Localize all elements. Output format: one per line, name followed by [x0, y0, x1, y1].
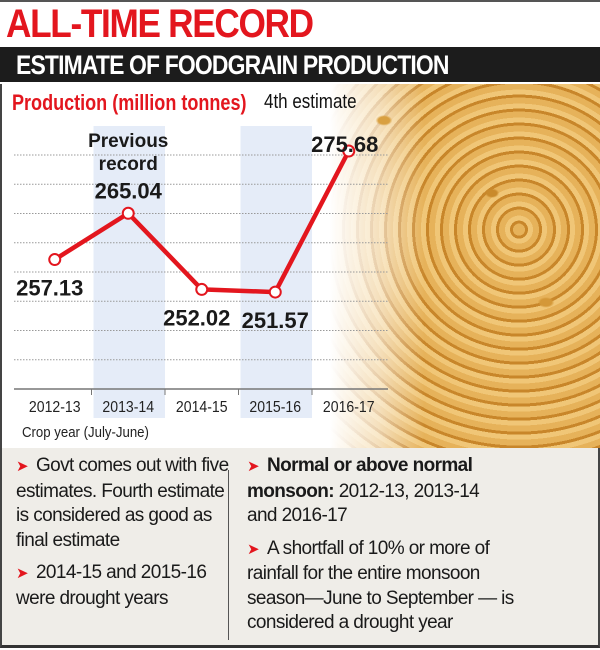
- x-tick-label: 2012-13: [29, 398, 81, 416]
- arrow-bullet-icon: ➤: [16, 458, 29, 475]
- headline: ALL-TIME RECORD: [6, 2, 314, 46]
- data-label: 251.57: [242, 308, 309, 333]
- column-divider: [228, 470, 229, 640]
- x-axis-label: Crop year (July-June): [22, 424, 149, 441]
- note: ➤ 2014-15 and 2015-16 were drought years: [16, 562, 207, 609]
- data-label: 275.68: [311, 132, 378, 157]
- notes-panel: ➤ Govt comes out with five estimates. Fou…: [0, 448, 600, 648]
- arrow-bullet-icon: ➤: [16, 565, 29, 582]
- x-tick-label: 2016-17: [323, 398, 375, 416]
- wheat-grain-image: [330, 84, 600, 448]
- top-rule: [0, 0, 600, 2]
- x-tick-label: 2014-15: [176, 398, 228, 416]
- data-point: [121, 206, 135, 220]
- notes-left: ➤ Govt comes out with five estimates. Fou…: [16, 454, 231, 619]
- line-chart: 2012-13 2013-14 2014-15 2015-16 2016-17 257.1…: [14, 126, 388, 418]
- arrow-bullet-icon: ➤: [247, 540, 260, 558]
- data-point: [195, 282, 209, 296]
- annotation-previous-record: Previous: [88, 131, 168, 152]
- arrow-bullet-icon: ➤: [247, 458, 260, 475]
- annotation-4th-estimate: 4th estimate: [264, 91, 357, 113]
- data-label: 252.02: [163, 305, 230, 330]
- data-point: [342, 144, 356, 158]
- data-point: [268, 285, 282, 299]
- notes-right: ➤ Normal or above normal monsoon: 2012-13…: [247, 454, 577, 644]
- data-label: 265.04: [95, 178, 163, 203]
- note: ➤ Normal or above normal monsoon: 2012-13…: [247, 455, 480, 526]
- banner: ESTIMATE OF FOODGRAIN PRODUCTION: [0, 47, 600, 82]
- x-tick-label: 2013-14: [102, 398, 154, 416]
- chart-title: Production (million tonnes): [12, 90, 247, 115]
- left-rule: [0, 84, 2, 448]
- data-label: 257.13: [16, 276, 83, 301]
- note: ➤ Govt comes out with five estimates. Fou…: [16, 455, 229, 551]
- note: ➤ A shortfall of 10% or more of rainfall …: [247, 537, 514, 634]
- data-point: [48, 253, 62, 267]
- banner-text: ESTIMATE OF FOODGRAIN PRODUCTION: [16, 50, 450, 80]
- annotation-previous-record: record: [99, 154, 158, 175]
- x-tick-label: 2015-16: [249, 398, 301, 416]
